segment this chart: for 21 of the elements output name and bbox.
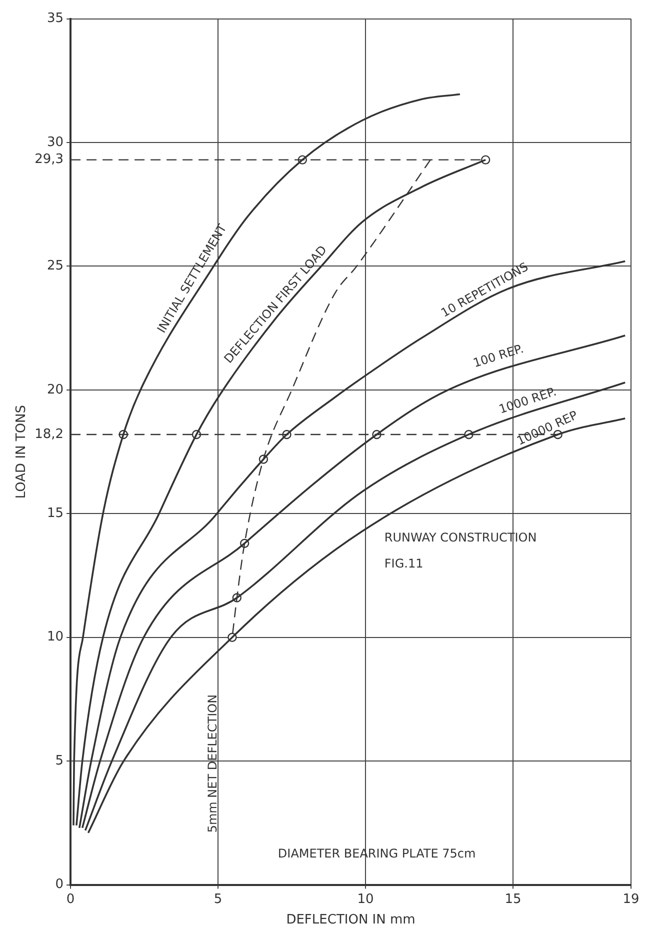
y-tick-label: 18,2	[34, 426, 64, 442]
annotation: 1000 REP.	[497, 384, 558, 416]
annotation: 100 REP.	[472, 341, 526, 370]
y-tick-label: 15	[47, 506, 64, 522]
annotation: 5mm NET DEFLECTION	[206, 694, 220, 833]
y-tick-label: 35	[47, 11, 64, 26]
x-tick-label: 10	[357, 892, 374, 907]
y-tick-label: 25	[47, 258, 64, 274]
x-axis-title: DEFLECTION IN mm	[286, 912, 416, 928]
annotation: FIG.11	[384, 556, 424, 571]
y-tick-label: 10	[47, 630, 64, 645]
y-tick-label: 5	[55, 753, 64, 768]
x-tick-label: 0	[66, 892, 75, 907]
y-tick-label: 29,3	[34, 152, 64, 168]
y-tick-label: 0	[55, 877, 64, 892]
x-tick-label: 5	[214, 892, 222, 907]
y-tick-label: 20	[47, 382, 64, 398]
x-tick-label: 15	[504, 892, 522, 907]
y-axis-title: LOAD IN TONS	[14, 404, 30, 499]
y-tick-label: 30	[47, 134, 64, 150]
x-tick-label: 19	[622, 892, 640, 907]
